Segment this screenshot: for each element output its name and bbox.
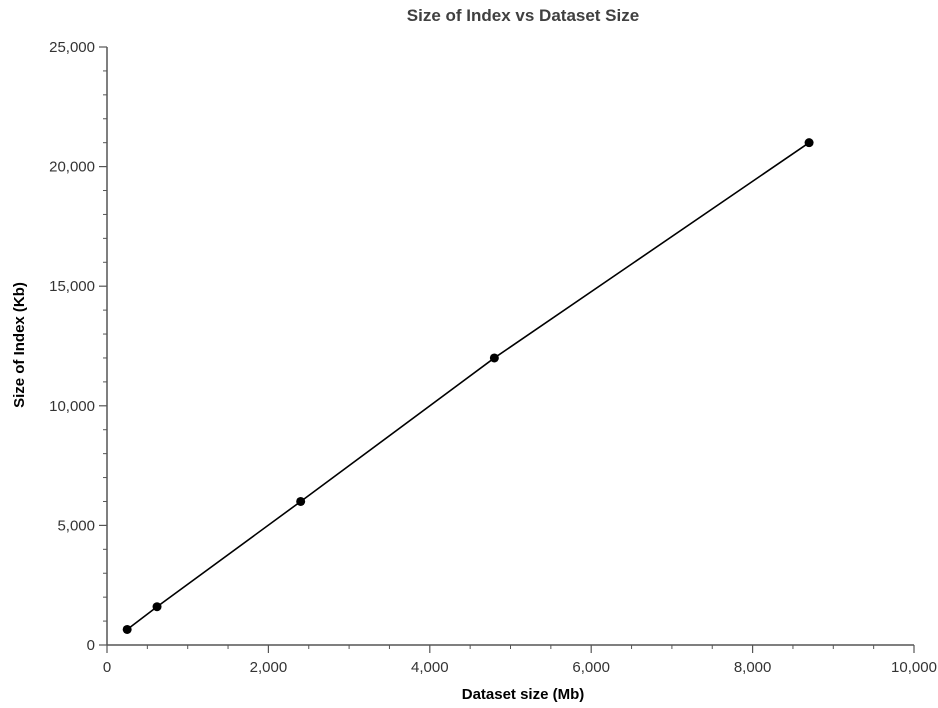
x-tick-label: 10,000 xyxy=(891,659,937,676)
x-tick-label: 6,000 xyxy=(572,659,610,676)
x-tick-label: 8,000 xyxy=(734,659,772,676)
y-tick-label: 15,000 xyxy=(49,278,95,295)
y-tick-label: 10,000 xyxy=(49,398,95,415)
y-tick-label: 20,000 xyxy=(49,159,95,176)
series-line xyxy=(126,142,810,631)
y-tick-label: 0 xyxy=(87,637,95,654)
data-point xyxy=(296,496,306,506)
data-point xyxy=(804,138,814,148)
data-point xyxy=(152,602,162,612)
data-point xyxy=(122,624,132,634)
chart-title: Size of Index vs Dataset Size xyxy=(406,6,640,25)
x-axis-title: Dataset size (Mb) xyxy=(461,686,585,703)
y-tick-label: 5,000 xyxy=(57,517,95,534)
x-tick-label: 2,000 xyxy=(250,659,288,676)
y-tick-label: 25,000 xyxy=(49,39,95,56)
x-tick-label: 4,000 xyxy=(411,659,449,676)
x-tick-label: 0 xyxy=(103,659,111,676)
data-point xyxy=(489,353,499,363)
